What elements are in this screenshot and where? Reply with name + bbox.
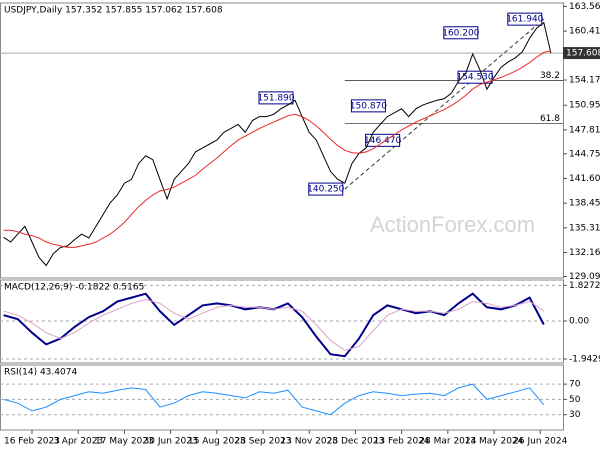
y-tick-label: 150.950 (569, 101, 600, 111)
last-price-label: 157.608 (566, 49, 600, 59)
x-tick-label: 28 Sep 2023 (234, 437, 291, 447)
series-line (3, 21, 552, 267)
annotation-box (258, 91, 294, 105)
y-tick-label: 160.410 (569, 27, 600, 37)
y-tick-label: 0.00 (569, 317, 589, 327)
x-tick-label: 15 Aug 2023 (188, 437, 246, 447)
y-tick-label: 129.090 (569, 272, 600, 282)
annotation-label: 150.870 (350, 101, 387, 111)
y-tick-label: 138.450 (569, 199, 600, 209)
y-tick-label: 141.600 (569, 174, 600, 184)
series-line (3, 298, 545, 351)
y-tick-label: 50 (569, 395, 581, 405)
x-tick-label: 16 Feb 2023 (4, 437, 60, 447)
x-tick-label: 13 May 2024 (465, 437, 524, 447)
x-tick-label: 28 Mar 2024 (419, 437, 476, 447)
annotation-label: 151.890 (257, 93, 294, 103)
x-tick-label: 26 Jun 2024 (513, 437, 567, 447)
annotation-box (507, 12, 543, 26)
y-tick-label: 132.160 (569, 248, 600, 258)
y-tick-label: 135.310 (569, 223, 600, 233)
y-tick-label: 147.810 (569, 125, 600, 135)
annotation-label: 146.470 (364, 136, 401, 146)
x-tick-label: 28 Dec 2023 (327, 437, 385, 447)
last-price-box (563, 47, 600, 60)
annotation-box (350, 99, 386, 113)
annotation-label: 140.250 (307, 185, 344, 195)
fib-label: 61.8 (540, 114, 560, 124)
panel-title: MACD(12,26,9) -0.1822 0.5165 (4, 283, 144, 293)
y-tick-label: 1.8272 (569, 281, 600, 291)
x-tick-label: 17 May 2023 (95, 437, 154, 447)
y-tick-label: 163.560 (569, 2, 600, 12)
watermark: ActionForex.com (370, 212, 535, 237)
x-tick-label: 30 Jun 2023 (144, 437, 198, 447)
panel-border (0, 2, 564, 279)
annotation-box (308, 182, 344, 196)
trend-line (344, 18, 545, 190)
y-tick-label: 144.750 (569, 149, 600, 159)
series-line (3, 50, 552, 248)
y-tick-label: -1.9429 (569, 354, 600, 364)
x-tick-label: 3 Apr 2023 (53, 437, 103, 447)
fib-label: 38.2 (540, 71, 560, 81)
y-tick-label: 154.170 (569, 76, 600, 86)
annotation-label: 160.200 (442, 28, 479, 38)
x-tick-label: 13 Feb 2024 (374, 437, 430, 447)
annotation-label: 154.530 (456, 73, 493, 83)
y-tick-label: 30 (569, 410, 581, 420)
panel-title: USDJPY,Daily 157.352 157.855 157.062 157… (4, 6, 223, 16)
annotation-box (443, 26, 479, 40)
panel-title: RSI(14) 43.4074 (4, 368, 77, 378)
panel-border (0, 364, 564, 431)
series-line (3, 383, 545, 416)
y-tick-label: 70 (569, 380, 581, 390)
annotation-label: 161.940 (506, 15, 543, 25)
series-line (3, 292, 545, 358)
x-tick-label: 13 Nov 2023 (280, 437, 338, 447)
